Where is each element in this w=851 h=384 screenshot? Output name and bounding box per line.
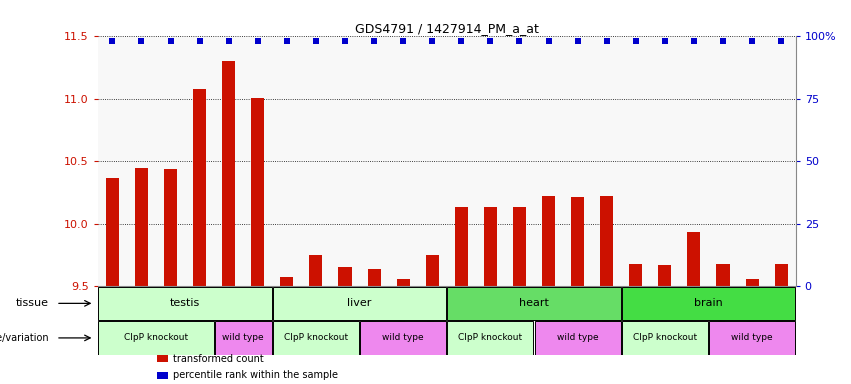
Text: ClpP knockout: ClpP knockout [633,333,697,343]
Bar [709,321,795,354]
Bar [534,321,620,354]
Bar [717,263,729,286]
Bar [571,197,584,286]
Text: transformed count: transformed count [174,354,264,364]
Bar [106,177,119,286]
Bar [164,169,177,286]
Text: testis: testis [170,298,200,308]
Bar [397,278,409,286]
Bar [222,61,235,286]
Bar [426,255,439,286]
Bar [745,278,758,286]
Bar [542,196,555,286]
Text: wild type: wild type [731,333,773,343]
Bar [622,287,795,320]
Bar [273,287,446,320]
Bar [251,98,265,286]
Bar [99,287,271,320]
Text: wild type: wild type [382,333,424,343]
Text: ClpP knockout: ClpP knockout [459,333,523,343]
Bar [339,267,351,286]
Text: wild type: wild type [557,333,598,343]
Text: wild type: wild type [222,333,264,343]
Bar [688,232,700,286]
Bar [280,277,294,286]
Bar [448,287,620,320]
Text: liver: liver [347,298,372,308]
Bar [484,207,497,286]
Text: tissue: tissue [16,298,49,308]
Bar [214,321,271,354]
Bar [513,207,526,286]
Bar [135,167,148,286]
Text: ClpP knockout: ClpP knockout [124,333,188,343]
Bar [273,321,359,354]
Bar [622,321,708,354]
Bar [360,321,446,354]
Text: ClpP knockout: ClpP knockout [284,333,348,343]
Bar [193,89,206,286]
Bar [99,321,214,354]
Bar [310,255,323,286]
Text: brain: brain [694,298,722,308]
Bar [600,196,614,286]
Text: percentile rank within the sample: percentile rank within the sample [174,370,338,381]
Bar [659,265,671,286]
Bar [157,372,168,379]
Bar [774,263,788,286]
Bar [629,263,643,286]
Text: heart: heart [519,298,549,308]
Bar [157,355,168,362]
Text: genotype/variation: genotype/variation [0,333,49,343]
Bar [454,207,468,286]
Title: GDS4791 / 1427914_PM_a_at: GDS4791 / 1427914_PM_a_at [355,22,539,35]
Bar [368,268,380,286]
Bar [448,321,534,354]
